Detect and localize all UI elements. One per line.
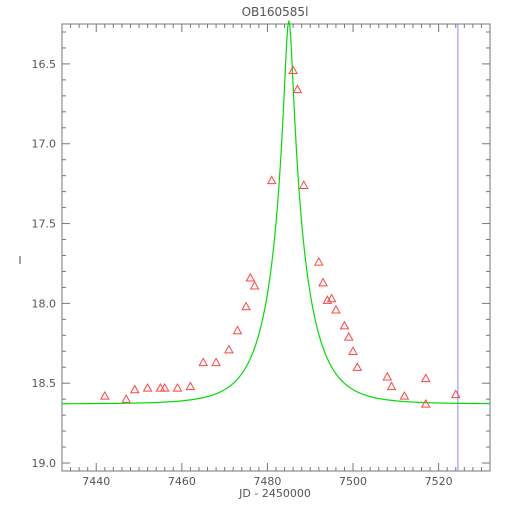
data-point [339,320,350,330]
chart-title: OB160585l [242,5,309,19]
data-point [142,382,153,392]
data-point [352,362,363,371]
x-tick-label: 7520 [425,475,453,488]
data-point [288,65,298,74]
data-point [399,390,410,400]
y-tick-label: 18.0 [32,297,57,310]
data-point [224,344,234,354]
data-point [249,280,260,290]
data-point [322,295,333,304]
data-point [313,256,324,266]
y-tick-label: 19.0 [32,457,57,470]
data-point [185,381,196,391]
data-point [420,373,431,383]
plot-frame [61,23,491,472]
x-tick-label: 7480 [253,475,281,488]
model-curve [62,20,490,405]
data-point [382,371,393,381]
data-point [298,180,309,189]
y-tick-label: 18.5 [32,377,57,390]
x-tick-label: 7440 [82,475,110,488]
y-tick-label: 17.5 [32,218,57,231]
x-tick-label: 7500 [339,475,367,488]
x-tick-label: 7460 [168,475,196,488]
y-axis-label: I [18,254,21,267]
data-point [266,175,277,185]
data-point [245,272,256,282]
data-point [386,381,397,391]
data-point [331,304,341,314]
data-point [450,389,461,399]
data-point [99,390,110,400]
data-point [198,357,209,367]
y-tick-label: 17.0 [32,138,57,151]
data-point [326,293,337,303]
data-point [211,357,221,367]
data-point [232,325,243,335]
data-point [172,382,183,392]
data-point [241,301,251,311]
x-axis-label: JD - 2450000 [238,487,311,500]
data-point [292,84,303,94]
y-tick-label: 16.5 [32,58,57,71]
plot-area: 7440 7460 7480 7500 7520 16.5 17.0 17.5 18.0 18.5… [32,20,491,488]
data-point [159,382,170,392]
data-point [343,331,354,341]
data-point [318,277,328,287]
data-point [121,394,132,403]
data-point [420,398,431,408]
data-point [129,384,140,394]
data-point [348,346,358,355]
